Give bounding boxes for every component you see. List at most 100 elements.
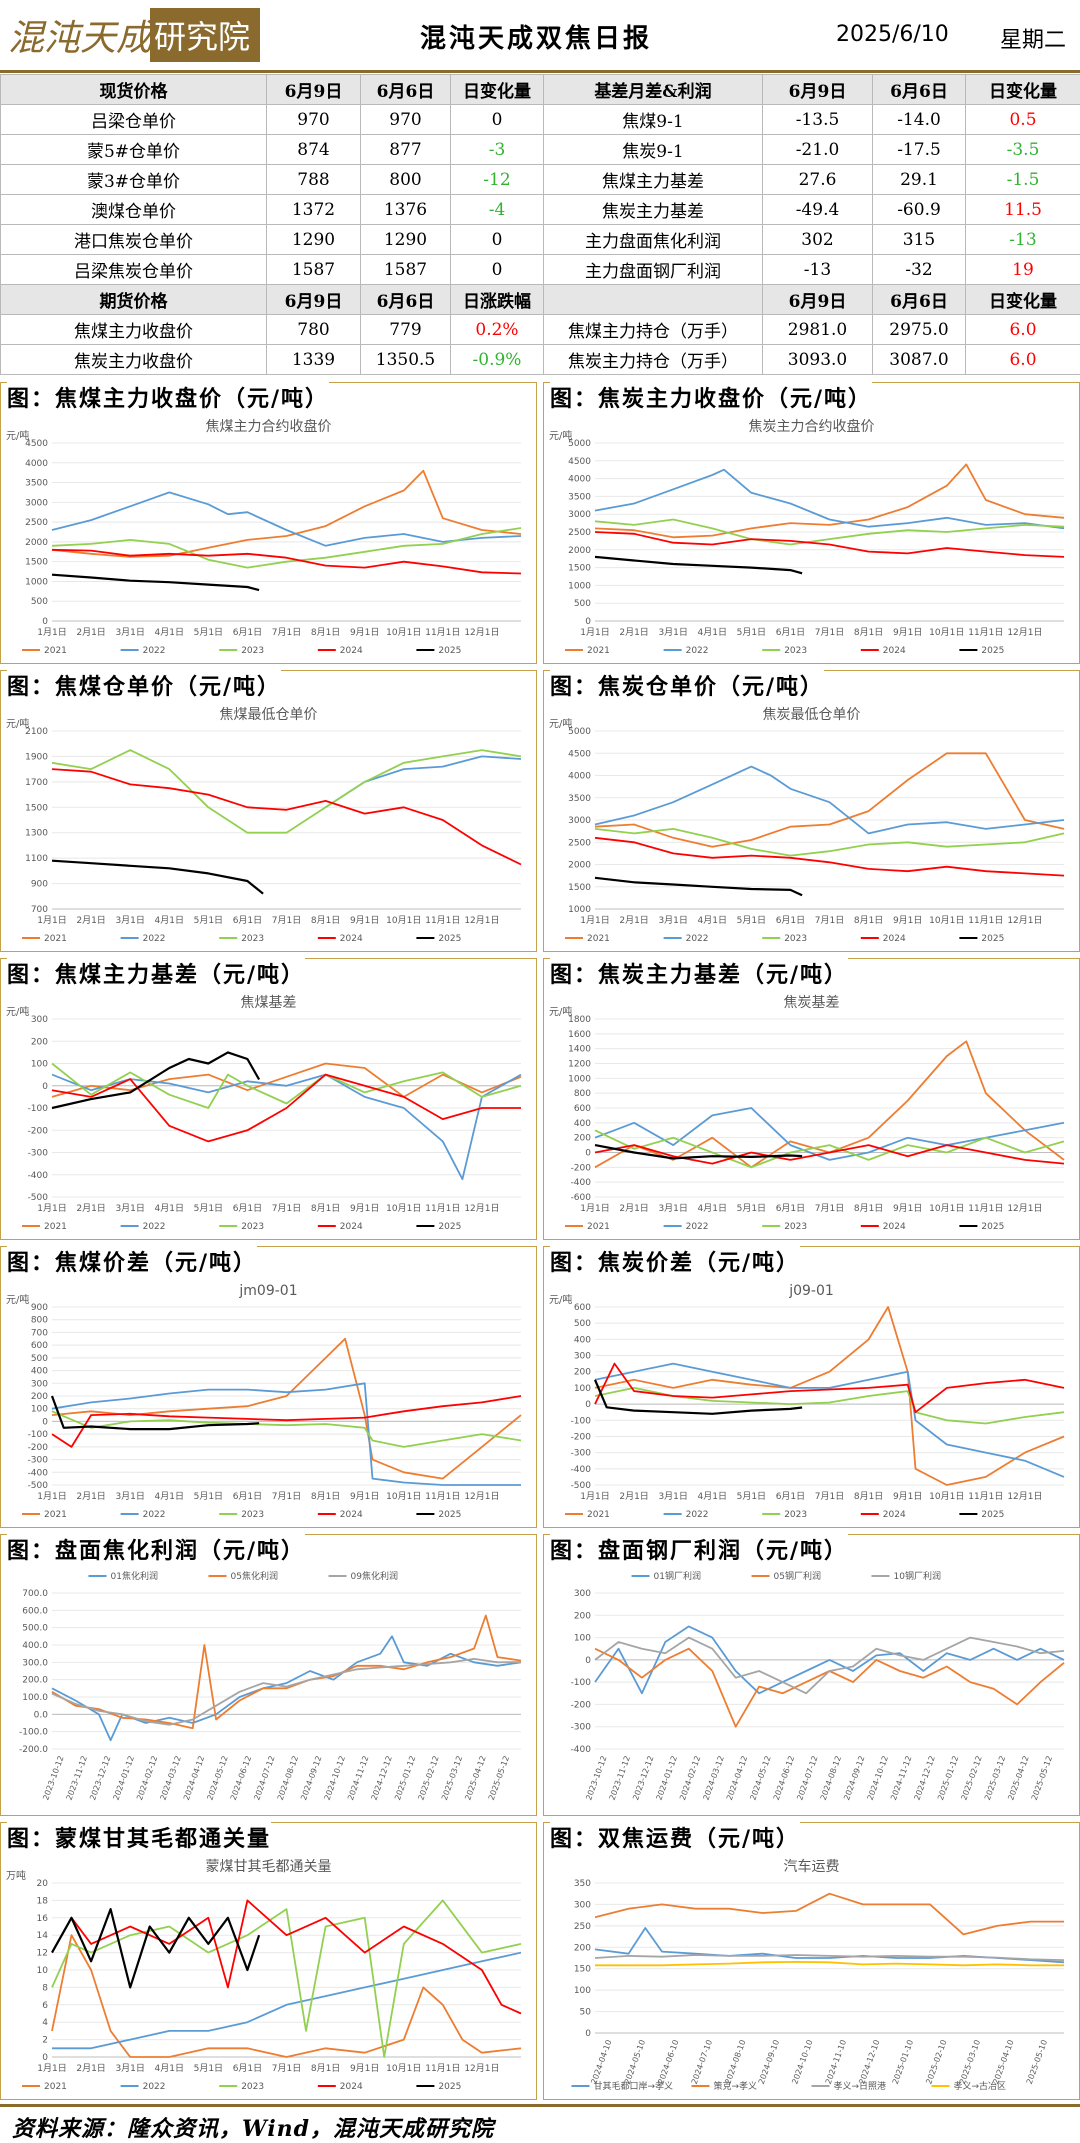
table-cell: 0 — [451, 225, 544, 255]
table-cell: 1290 — [267, 225, 361, 255]
y-tick-label: 0 — [585, 1149, 591, 1159]
legend-label: 2022 — [143, 1510, 166, 1520]
table-cell: 2981.0 — [763, 315, 873, 345]
x-tick-label: 11月1日 — [968, 1491, 1003, 1502]
panel-title: 图：焦煤仓单价（元/吨） — [7, 669, 281, 701]
y-tick-label: 400 — [31, 1367, 48, 1377]
y-tick-label: 0 — [585, 617, 591, 627]
x-tick-label: 2月1日 — [76, 1203, 105, 1214]
x-tick-label: 6月1日 — [233, 1203, 262, 1214]
y-tick-label: 100.0 — [22, 1693, 48, 1703]
x-tick-label: 1月1日 — [37, 915, 66, 926]
y-tick-label: 400 — [574, 1335, 591, 1345]
y-tick-label: 4500 — [568, 749, 591, 759]
table-cell: -32 — [873, 255, 966, 285]
table-cell: 0.5 — [966, 105, 1080, 135]
y-tick-label: 20 — [37, 1879, 49, 1889]
legend-label: 2024 — [340, 1510, 363, 1520]
x-tick-label: 2025-03-12 — [983, 1755, 1007, 1802]
y-tick-label: 1400 — [568, 1045, 591, 1055]
series-line-05焦化利润 — [52, 1616, 521, 1729]
legend-label: 2022 — [143, 2082, 166, 2092]
x-tick-label: 11月1日 — [425, 915, 460, 926]
y-tick-label: 1500 — [568, 883, 591, 893]
x-tick-label: 5月1日 — [194, 915, 223, 926]
legend-label: 2024 — [340, 2082, 363, 2092]
x-tick-label: 11月1日 — [425, 1491, 460, 1502]
x-tick-label: 2024-08-12 — [819, 1755, 843, 1802]
y-tick-label: -200 — [571, 1700, 592, 1710]
table-cell: -0.9% — [451, 345, 544, 375]
series-line-2025 — [595, 557, 802, 573]
x-tick-label: 11月1日 — [968, 627, 1003, 638]
legend-label: 2023 — [784, 1510, 807, 1520]
x-tick-label: 8月1日 — [311, 1491, 340, 1502]
legend-label: 05钢厂利润 — [774, 1570, 821, 1582]
y-tick-label: 0 — [42, 617, 48, 627]
table-cell: -49.4 — [763, 195, 873, 225]
table-header-cell: 6月9日 — [763, 75, 873, 105]
x-tick-label: 1月1日 — [580, 915, 609, 926]
x-tick-label: 2024-05-12 — [205, 1755, 229, 1802]
chart-title: 蒙煤甘其毛都通关量 — [206, 1859, 332, 1875]
table-cell: 0 — [451, 105, 544, 135]
x-tick-label: 3月1日 — [658, 1203, 687, 1214]
y-tick-label: 300 — [31, 1379, 48, 1389]
x-tick-label: 8月1日 — [311, 2063, 340, 2074]
legend-label: 2021 — [44, 1222, 67, 1232]
legend-label: 2021 — [44, 1510, 67, 1520]
x-tick-label: 4月1日 — [155, 915, 184, 926]
y-tick-label: 800 — [31, 1316, 48, 1326]
y-tick-label: 2100 — [25, 727, 48, 737]
x-tick-label: 2024-07-10 — [690, 2039, 714, 2086]
table-header-cell: 6月6日 — [873, 285, 966, 315]
x-tick-label: 2月1日 — [76, 915, 105, 926]
y-tick-label: -400 — [571, 1178, 592, 1188]
legend-label: 2025 — [438, 1222, 461, 1232]
x-tick-label: 12月1日 — [1007, 627, 1042, 638]
legend-label: 2025 — [981, 1222, 1004, 1232]
series-line-2025 — [52, 1052, 259, 1108]
series-line-孝义→古冶区 — [595, 1962, 1064, 1965]
x-tick-label: 6月1日 — [776, 627, 805, 638]
x-tick-label: 7月1日 — [815, 915, 844, 926]
y-tick-label: -400 — [28, 1468, 49, 1478]
y-tick-label: -200 — [28, 1126, 49, 1136]
legend-label: 2024 — [883, 646, 906, 656]
panel-title: 图：蒙煤甘其毛都通关量 — [7, 1821, 271, 1853]
table-cell: 焦煤主力基差 — [544, 165, 763, 195]
legend-label: 09焦化利润 — [351, 1570, 398, 1582]
x-tick-label: 9月1日 — [350, 1203, 379, 1214]
x-tick-label: 12月1日 — [464, 1203, 499, 1214]
table-cell: 302 — [763, 225, 873, 255]
table-header-cell: 6月6日 — [361, 75, 451, 105]
series-line-10钢厂利润 — [595, 1638, 1064, 1694]
table-cell: 0.2% — [451, 315, 544, 345]
panel-title: 图：双焦运费（元/吨） — [550, 1821, 800, 1853]
y-tick-label: 50 — [580, 2008, 592, 2018]
panel-title: 图：焦煤价差（元/吨） — [7, 1245, 257, 1277]
table-header-cell: 日涨跌幅 — [451, 285, 544, 315]
legend-label: 2023 — [784, 1222, 807, 1232]
x-tick-label: 3月1日 — [658, 1491, 687, 1502]
table-cell: 0 — [451, 255, 544, 285]
series-line-2022 — [52, 1075, 521, 1180]
y-tick-label: 2000 — [568, 861, 591, 871]
table-cell: 焦炭主力收盘价 — [1, 345, 267, 375]
y-tick-label: -300 — [571, 1723, 592, 1733]
x-tick-label: 2024-04-10 — [589, 2039, 613, 2086]
y-tick-label: 600.0 — [22, 1606, 48, 1616]
x-tick-label: 2025-04-10 — [991, 2039, 1015, 2086]
x-tick-label: 2024-05-10 — [623, 2039, 647, 2086]
legend-label: 2022 — [686, 646, 709, 656]
x-tick-label: 9月1日 — [350, 2063, 379, 2074]
table-cell: 27.6 — [763, 165, 873, 195]
x-tick-label: 8月1日 — [854, 1203, 883, 1214]
y-tick-label: 200 — [31, 1037, 48, 1047]
x-tick-label: 2024-09-12 — [299, 1755, 323, 1802]
y-tick-label: 0 — [585, 1656, 591, 1666]
y-tick-label: 200 — [574, 1943, 591, 1953]
